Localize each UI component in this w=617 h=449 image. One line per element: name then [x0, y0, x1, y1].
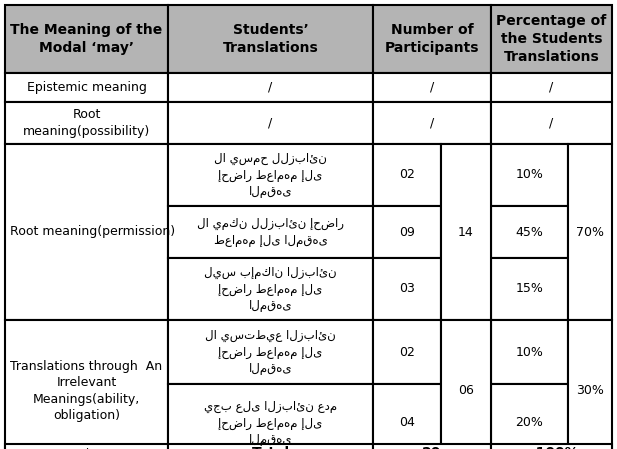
Text: 45%: 45%	[516, 225, 544, 238]
Bar	[168, 444, 373, 449]
Bar	[373, 258, 441, 320]
Bar	[5, 73, 168, 102]
Bar	[491, 206, 568, 258]
Bar	[373, 102, 491, 144]
Text: Percentage of
the Students
Translations: Percentage of the Students Translations	[496, 14, 607, 64]
Bar	[491, 102, 612, 144]
Text: 09: 09	[399, 225, 415, 238]
Text: /: /	[430, 81, 434, 94]
Text: 10%: 10%	[516, 168, 544, 181]
Text: /: /	[268, 81, 273, 94]
Text: ليس بإمكان الزبائن
إحضار طعامهم إلى
المقهى: ليس بإمكان الزبائن إحضار طعامهم إلى المق…	[204, 266, 337, 312]
Text: Root
meaning(possibility): Root meaning(possibility)	[23, 108, 150, 138]
Bar	[568, 144, 612, 320]
Bar	[491, 5, 612, 73]
Text: لا يمكن للزبائن إحضار
طعامهم إلى المقهى: لا يمكن للزبائن إحضار طعامهم إلى المقهى	[197, 217, 344, 247]
Bar	[491, 384, 568, 449]
Bar	[441, 144, 491, 320]
Bar	[5, 444, 168, 449]
Text: Total: Total	[252, 446, 289, 449]
Text: Translations through  An
Irrelevant
Meanings(ability,
obligation): Translations through An Irrelevant Meani…	[10, 360, 162, 422]
Text: 14: 14	[458, 225, 474, 238]
Text: /: /	[268, 116, 273, 129]
Bar	[373, 5, 491, 73]
Bar	[168, 384, 373, 449]
Bar	[168, 206, 373, 258]
Bar	[168, 144, 373, 206]
Text: لا يسمح للزبائن
إحضار طعامهم إلى
المقهى: لا يسمح للزبائن إحضار طعامهم إلى المقهى	[214, 152, 327, 198]
Bar	[168, 102, 373, 144]
Text: 06: 06	[458, 384, 474, 397]
Bar	[168, 320, 373, 384]
Bar	[491, 444, 612, 449]
Text: 20: 20	[422, 446, 442, 449]
Bar	[168, 5, 373, 73]
Bar	[5, 5, 168, 73]
Bar	[373, 144, 441, 206]
Text: The Meaning of the
Modal ‘may’: The Meaning of the Modal ‘may’	[10, 23, 163, 55]
Text: Epistemic meaning: Epistemic meaning	[27, 81, 146, 94]
Text: /: /	[549, 81, 553, 94]
Text: 03: 03	[399, 282, 415, 295]
Bar	[373, 444, 491, 449]
Text: يجب على الزبائن عدم
إحضار طعامهم إلى
المقهى: يجب على الزبائن عدم إحضار طعامهم إلى الم…	[204, 400, 337, 446]
Bar	[491, 258, 568, 320]
Text: 04: 04	[399, 417, 415, 430]
Text: /: /	[430, 116, 434, 129]
Bar	[568, 320, 612, 449]
Bar	[491, 320, 568, 384]
Bar	[5, 320, 168, 449]
Bar	[491, 144, 568, 206]
Text: 02: 02	[399, 168, 415, 181]
Text: 10%: 10%	[516, 345, 544, 358]
Bar	[373, 73, 491, 102]
Text: Number of
Participants: Number of Participants	[385, 23, 479, 55]
Text: 15%: 15%	[516, 282, 544, 295]
Bar	[373, 320, 441, 384]
Text: 70%: 70%	[576, 225, 604, 238]
Text: /: /	[549, 116, 553, 129]
Text: /: /	[85, 446, 89, 449]
Text: Root meaning(permission): Root meaning(permission)	[10, 225, 175, 238]
Bar	[373, 206, 441, 258]
Bar	[491, 73, 612, 102]
Bar	[168, 258, 373, 320]
Bar	[168, 73, 373, 102]
Text: Students’
Translations: Students’ Translations	[223, 23, 318, 55]
Bar	[441, 320, 491, 449]
Text: لا يستطيع الزبائن
إحضار طعامهم إلى
المقهى: لا يستطيع الزبائن إحضار طعامهم إلى المقه…	[205, 329, 336, 375]
Text: ≈100%: ≈100%	[524, 446, 579, 449]
Text: 02: 02	[399, 345, 415, 358]
Text: 20%: 20%	[516, 417, 544, 430]
Bar	[5, 144, 168, 320]
Text: 30%: 30%	[576, 384, 604, 397]
Bar	[373, 384, 441, 449]
Bar	[5, 102, 168, 144]
